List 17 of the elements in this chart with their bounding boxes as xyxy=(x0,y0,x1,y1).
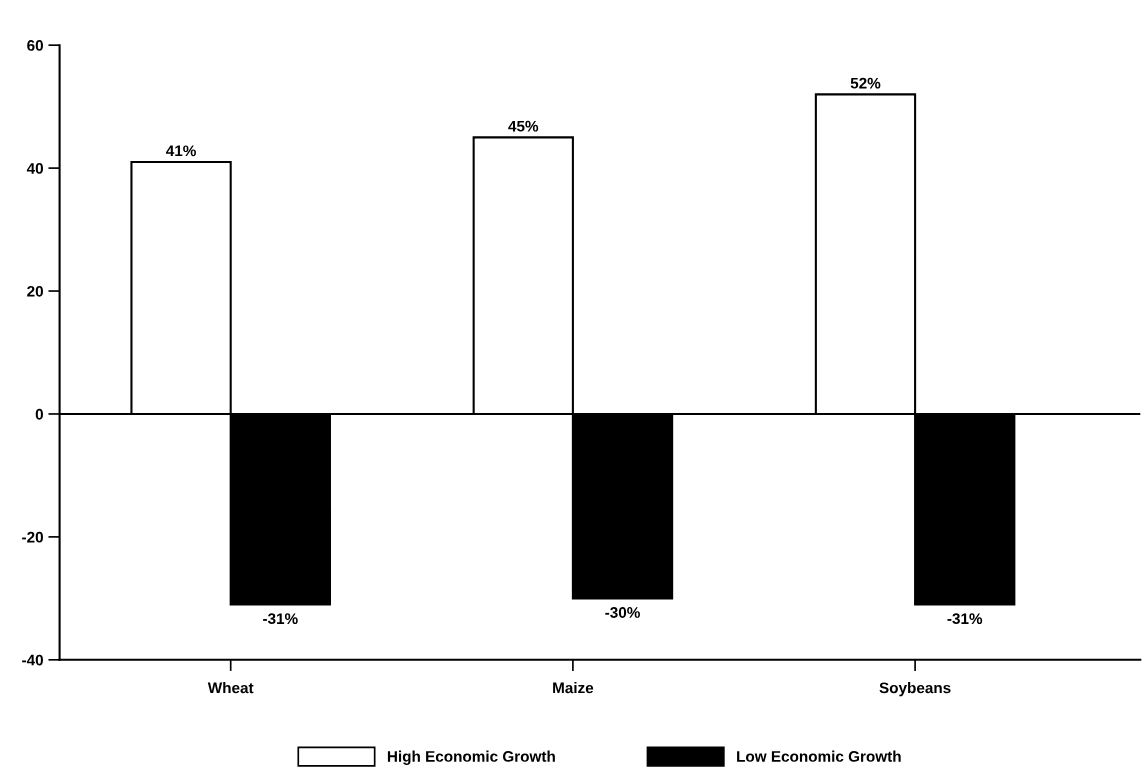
x-tick-label: Soybeans xyxy=(879,682,951,697)
data-label: 41% xyxy=(166,145,196,157)
y-tick-label: 20 xyxy=(27,285,43,297)
data-label: -31% xyxy=(263,613,298,625)
data-label: 52% xyxy=(850,77,881,89)
legend-label: High Economic Growth xyxy=(387,750,555,765)
legend-label: Low Economic Growth xyxy=(737,750,901,762)
data-label: 45% xyxy=(508,120,539,132)
y-tick-label: 0 xyxy=(35,408,43,420)
data-label: -30% xyxy=(605,607,640,618)
x-tick-label: Wheat xyxy=(207,682,254,694)
x-tick-label: Maize xyxy=(553,682,594,694)
y-tick-label: -40 xyxy=(22,654,43,666)
y-tick-label: 60 xyxy=(27,40,43,51)
data-label: -31% xyxy=(947,613,983,625)
y-tick-label: 40 xyxy=(26,162,43,174)
y-tick-label: -20 xyxy=(22,531,43,543)
